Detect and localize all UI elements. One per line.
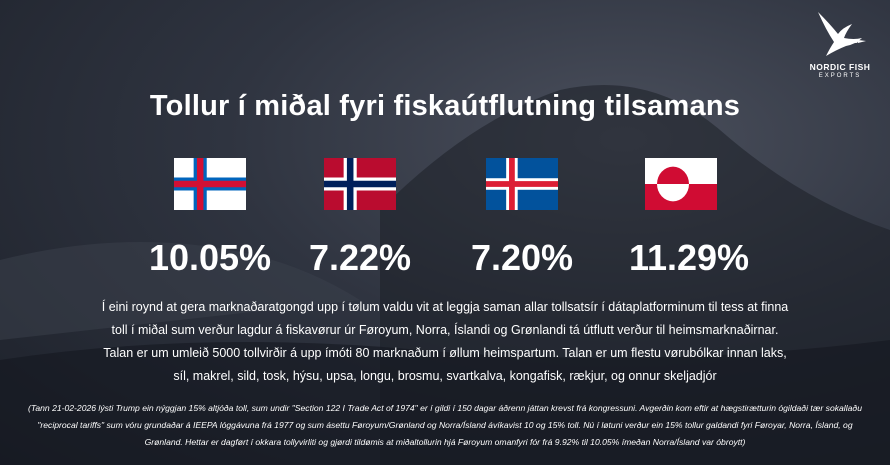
- logo-subtitle: EXPORTS: [818, 73, 862, 79]
- bird-icon: [818, 12, 866, 56]
- greenland-flag: [645, 158, 717, 210]
- iceland-flag: [486, 158, 558, 210]
- faroe-tariff-value: 10.05%: [148, 237, 272, 278]
- logo-name: NORDIC FISH: [809, 62, 871, 72]
- page-title: Tollur í miðal fyri fiskaútflutning tils…: [149, 90, 741, 122]
- faroe-flag: [174, 158, 246, 210]
- iceland-tariff-value: 7.20%: [470, 237, 574, 278]
- greenland-tariff-value: 11.29%: [628, 237, 750, 278]
- logo: NORDIC FISH EXPORTS: [800, 10, 880, 88]
- norway-tariff-value: 7.22%: [308, 237, 412, 278]
- description-text: Í eini roynd at gera marknaðaratgongd up…: [101, 300, 789, 383]
- footnote: (Tann 21-02-2026 lýsti Trump ein nýggjan…: [28, 403, 862, 447]
- norway-flag: [324, 158, 396, 210]
